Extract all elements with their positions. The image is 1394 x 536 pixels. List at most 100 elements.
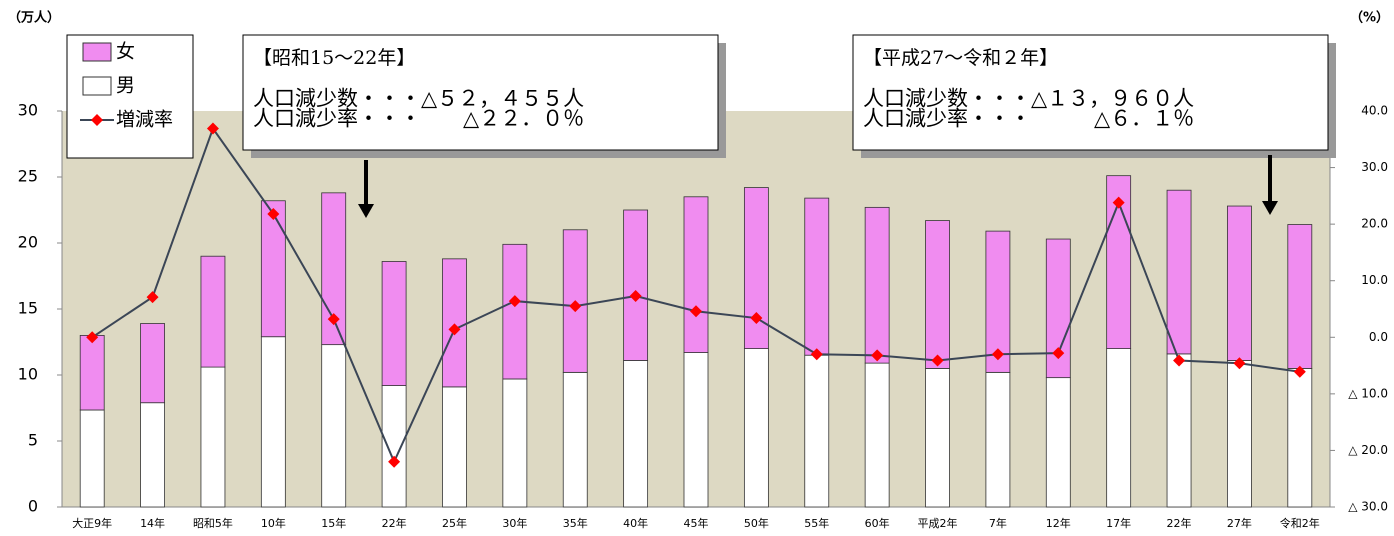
rate-marker: [810, 348, 823, 361]
x-tick-label: 35年: [563, 516, 588, 530]
y2-tick-label: △ 20.0: [1348, 443, 1388, 457]
rate-marker: [569, 300, 582, 313]
x-tick-label: 27年: [1227, 516, 1252, 530]
y-tick-label: 25: [18, 167, 38, 186]
rate-marker: [1233, 357, 1246, 370]
x-tick-label: 令和2年: [1280, 516, 1320, 530]
rate-marker: [508, 295, 521, 308]
x-tick-label: 25年: [442, 516, 467, 530]
bar: [1045, 377, 1071, 508]
y-tick-label: 10: [18, 365, 38, 384]
y-tick-label: 15: [18, 299, 38, 318]
y2-unit: （%）: [1350, 10, 1389, 26]
y2-tick-label: 20.0: [1361, 217, 1388, 231]
bar: [502, 378, 528, 508]
rate-marker: [871, 349, 884, 362]
bar: [1227, 205, 1252, 361]
x-tick-label: 昭和5年: [193, 516, 233, 530]
bar: [743, 348, 769, 508]
rate-marker: [327, 313, 340, 326]
bar: [1227, 360, 1252, 508]
bar: [562, 371, 588, 508]
rate-marker: [931, 354, 944, 367]
x-tick-label: 大正9年: [72, 516, 112, 530]
bar: [864, 206, 890, 364]
y2-tick-label: 30.0: [1361, 160, 1388, 174]
rate-marker: [146, 291, 159, 304]
rate-marker: [206, 122, 219, 135]
bar: [79, 409, 105, 508]
bar: [442, 386, 467, 508]
x-tick-label: 30年: [502, 516, 527, 530]
bar: [1166, 353, 1192, 508]
bar: [260, 200, 286, 338]
bar: [260, 336, 286, 508]
rate-marker: [750, 312, 763, 325]
bar: [140, 402, 165, 508]
rate-marker: [1293, 365, 1306, 378]
legend-label: 男: [116, 75, 135, 97]
x-tick-label: 12年: [1046, 516, 1071, 530]
bar: [925, 367, 950, 508]
legend-label: 女: [116, 41, 135, 63]
y2-tick-label: 0.0: [1369, 330, 1388, 344]
bar: [623, 209, 649, 361]
x-tick-label: 40年: [623, 516, 648, 530]
annotation-box: [242, 34, 719, 151]
rate-marker: [991, 348, 1004, 361]
rate-marker: [388, 455, 401, 468]
bar: [985, 371, 1011, 508]
y-tick-label: 5: [28, 431, 38, 450]
bar: [442, 258, 467, 388]
annotation-line: 人口減少率・・・ △６．１％: [863, 107, 1194, 131]
annotation-title: 【昭和15～22年】: [253, 47, 415, 69]
bar: [1166, 189, 1192, 355]
bar: [804, 354, 830, 508]
y2-tick-label: 10.0: [1361, 273, 1388, 287]
bar: [502, 243, 528, 380]
bar: [743, 187, 769, 349]
legend-marker: [91, 114, 103, 126]
annotation-title: 【平成27～令和２年】: [863, 47, 1058, 69]
y-tick-label: 0: [28, 497, 38, 516]
bar: [925, 220, 950, 369]
arrow-head: [358, 204, 374, 218]
rate-marker: [629, 289, 642, 302]
bar: [321, 344, 347, 508]
bar: [200, 255, 226, 368]
arrow-head: [1262, 201, 1278, 215]
legend-swatch: [82, 42, 112, 62]
x-tick-label: 45年: [684, 516, 709, 530]
x-tick-label: 7年: [989, 516, 1007, 530]
x-tick-label: 15年: [321, 516, 346, 530]
rate-marker: [1112, 196, 1125, 209]
bar: [683, 196, 709, 353]
rate-marker: [690, 305, 702, 318]
x-tick-label: 10年: [261, 516, 286, 530]
x-tick-label: 60年: [865, 516, 890, 530]
annotation-line: 人口減少数・・・△５２，４５５人: [253, 87, 584, 111]
rate-marker: [1052, 347, 1065, 360]
x-tick-label: 17年: [1106, 516, 1131, 530]
annotation-box: [852, 34, 1329, 151]
bar: [381, 385, 407, 508]
bar: [200, 366, 226, 508]
bar: [623, 360, 649, 508]
bar: [804, 197, 830, 356]
x-tick-label: 22年: [1167, 516, 1192, 530]
rate-marker: [86, 331, 99, 344]
rate-marker: [1173, 354, 1186, 367]
y2-tick-label: 40.0: [1361, 104, 1388, 118]
y-tick-label: 30: [18, 101, 38, 120]
bar: [864, 362, 890, 508]
x-tick-label: 55年: [804, 516, 829, 530]
y2-tick-label: △ 30.0: [1348, 500, 1388, 514]
bar: [140, 323, 165, 404]
annotation-line: 人口減少数・・・△１３，９６０人: [863, 87, 1194, 111]
x-tick-label: 22年: [382, 516, 407, 530]
y-unit: （万人）: [8, 10, 60, 26]
bar: [79, 334, 105, 411]
legend-swatch: [82, 76, 112, 96]
y2-tick-label: △ 10.0: [1348, 386, 1388, 400]
rate-marker: [267, 207, 280, 220]
